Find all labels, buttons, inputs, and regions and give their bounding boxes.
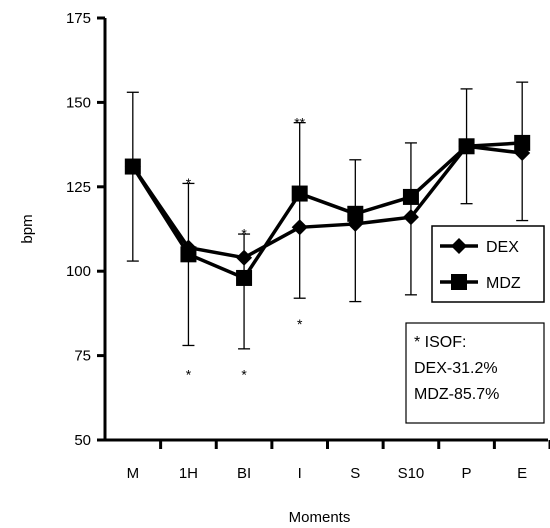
x-tick-label: M	[127, 465, 140, 482]
marker-mdz	[291, 185, 308, 202]
y-tick-label: 100	[66, 263, 91, 280]
significance-mark: *	[297, 316, 303, 332]
legend-marker-dex	[451, 238, 467, 254]
series-line-mdz	[131, 141, 523, 280]
series-markers	[124, 134, 531, 286]
y-tick-label: 175	[66, 10, 91, 27]
y-tick-label: 125	[66, 179, 91, 196]
significance-mark: *	[186, 367, 192, 383]
x-tick-label: BI	[237, 465, 251, 482]
note-line: MDZ-85.7%	[414, 386, 499, 403]
marker-dex	[236, 249, 253, 266]
legend-label: DEX	[486, 239, 519, 256]
x-tick-label: S10	[398, 465, 425, 482]
marker-mdz	[124, 158, 141, 175]
significance-mark: **	[294, 114, 305, 130]
marker-mdz	[458, 138, 475, 155]
x-tick-label: S	[350, 465, 360, 482]
legend: DEX MDZ	[431, 225, 545, 303]
significance-annotations: *******	[186, 114, 306, 382]
x-tick-label: 1H	[179, 465, 198, 482]
axes: 50 75 100 125 150 175 M 1H BI I S S10 P E	[66, 10, 550, 482]
x-tick-label: P	[462, 465, 472, 482]
legend-label: MDZ	[486, 275, 521, 292]
marker-mdz	[236, 269, 253, 286]
legend-box	[431, 225, 545, 303]
note-frame	[405, 322, 545, 424]
significance-mark: *	[241, 226, 247, 242]
note-line: DEX-31.2%	[414, 360, 498, 377]
y-tick-label: 150	[66, 94, 91, 111]
x-tick-label: I	[298, 465, 302, 482]
significance-mark: *	[241, 367, 247, 383]
marker-mdz	[347, 205, 364, 222]
note-box: * ISOF: DEX-31.2% MDZ-85.7%	[405, 322, 545, 424]
legend-marker-mdz	[451, 274, 467, 290]
y-axis-title: bpm	[19, 214, 36, 243]
marker-mdz	[402, 188, 419, 205]
x-axis-title: Moments	[289, 509, 351, 526]
significance-mark: *	[186, 175, 192, 191]
marker-mdz	[180, 246, 197, 263]
marker-mdz	[514, 134, 531, 151]
x-tick-label: E	[517, 465, 527, 482]
note-line: * ISOF:	[414, 334, 466, 351]
error-bars	[126, 81, 529, 350]
y-tick-label: 50	[74, 432, 91, 449]
series-lines	[131, 141, 523, 280]
marker-dex	[402, 209, 419, 226]
series-line-dex	[131, 144, 523, 260]
y-tick-label: 75	[74, 348, 91, 365]
marker-dex	[291, 219, 308, 236]
